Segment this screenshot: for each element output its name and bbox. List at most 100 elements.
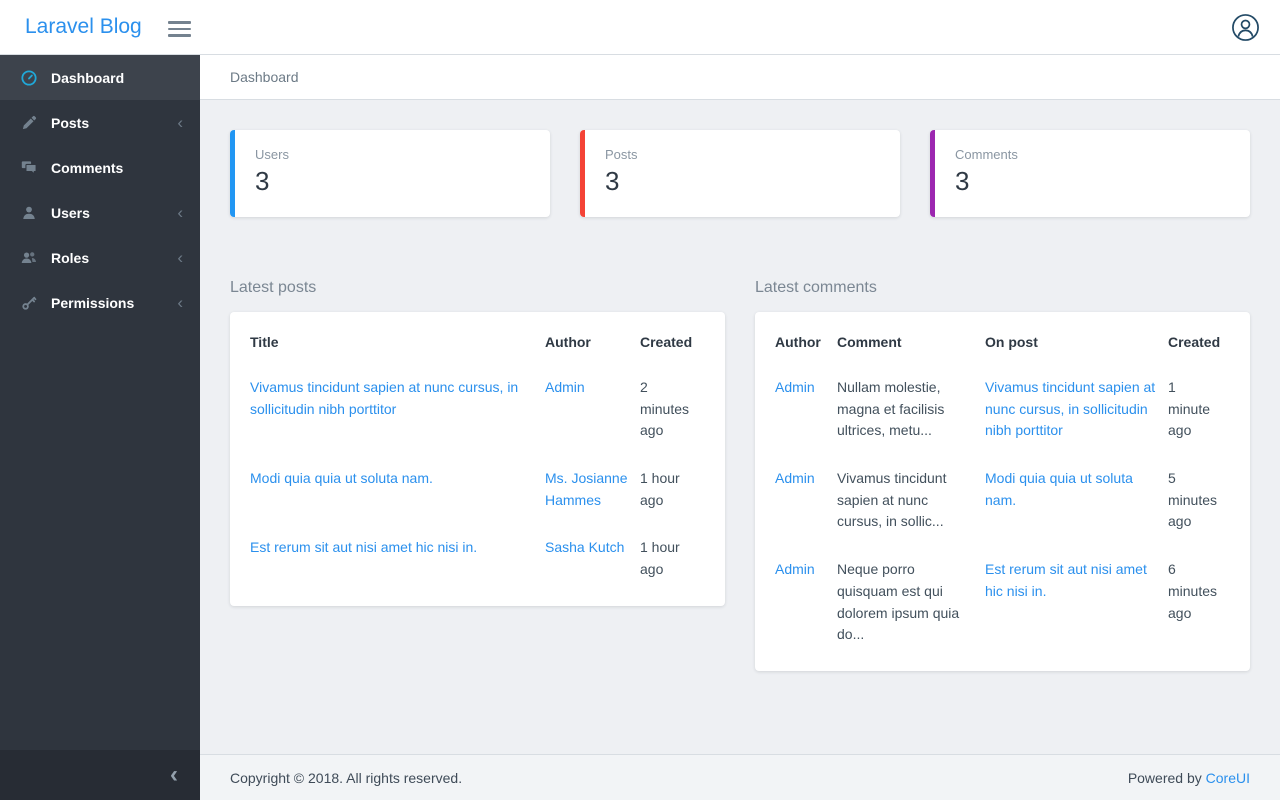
speedometer-icon (21, 69, 37, 86)
post-created: 2 minutes ago (640, 379, 690, 439)
column-header-created: Created (640, 334, 693, 350)
user-circle-icon (1232, 13, 1259, 41)
sidebar-item-comments[interactable]: Comments (0, 145, 200, 190)
stat-label: Comments (955, 147, 1018, 162)
latest-posts-table: Title Author Created Vivamus tincidunt s… (250, 318, 705, 594)
sidebar: Dashboard Posts ‹ Comments (0, 55, 200, 800)
content: Users 3 Posts 3 Comments 3 (200, 100, 1280, 754)
accent-bar (580, 130, 585, 217)
table-row: Vivamus tincidunt sapien at nunc cursus,… (250, 364, 705, 455)
hamburger-icon (168, 34, 191, 37)
column-header-on-post: On post (985, 334, 1038, 350)
brand-link[interactable]: Laravel Blog (25, 15, 142, 38)
stat-value: 3 (955, 166, 970, 196)
sidebar-item-label: Roles (51, 249, 90, 266)
chevron-left-icon: ‹ (177, 112, 183, 132)
breadcrumb: Dashboard (200, 55, 1280, 100)
footer: Copyright © 2018. All rights reserved. P… (200, 754, 1280, 800)
breadcrumb-current: Dashboard (230, 69, 299, 85)
stat-value: 3 (255, 166, 270, 196)
column-header-author: Author (545, 334, 591, 350)
latest-comments-table: Author Comment On post Created Admin (775, 318, 1230, 659)
table-row: Admin Nullam molestie, magna et facilisi… (775, 364, 1230, 455)
powered-by-text: Powered by (1127, 769, 1202, 786)
chevron-left-icon: ‹ (177, 292, 183, 312)
sidebar-toggle-button[interactable] (168, 21, 191, 37)
sidebar-item-label: Permissions (51, 294, 135, 311)
sidebar-item-dashboard[interactable]: Dashboard (0, 55, 200, 100)
stat-card-users: Users 3 (230, 130, 550, 217)
comment-text: Neque porro quisquam est qui dolorem ips… (837, 561, 960, 643)
comment-author-link[interactable]: Admin (775, 379, 815, 395)
comment-on-post-link[interactable]: Modi quia quia ut soluta nam. (985, 470, 1133, 508)
panel-title: Latest comments (755, 279, 877, 296)
comment-created: 1 minute ago (1168, 379, 1211, 439)
table-row: Modi quia quia ut soluta nam. Ms. Josian… (250, 455, 705, 524)
hamburger-icon (168, 27, 191, 30)
comment-on-post-link[interactable]: Vivamus tincidunt sapien at nunc cursus,… (985, 379, 1156, 439)
table-header-row: Title Author Created (250, 318, 705, 364)
stat-label: Posts (605, 147, 638, 162)
comment-text: Nullam molestie, magna et facilisis ultr… (837, 379, 945, 439)
post-author-link[interactable]: Admin (545, 379, 585, 395)
comment-author-link[interactable]: Admin (775, 470, 815, 487)
copyright-text: Copyright © 2018. All rights reserved. (230, 769, 463, 786)
top-header: Laravel Blog (0, 0, 1280, 55)
chevron-left-icon: ‹ (170, 761, 178, 788)
table-row: Est rerum sit aut nisi amet hic nisi in.… (250, 524, 705, 593)
stat-card-comments: Comments 3 (930, 130, 1250, 217)
column-header-created: Created (1168, 334, 1221, 350)
column-header-title: Title (250, 334, 279, 350)
panel-title: Latest posts (230, 279, 317, 296)
comment-text: Vivamus tincidunt sapien at nunc cursus,… (837, 470, 947, 530)
sidebar-item-roles[interactable]: Roles ‹ (0, 235, 200, 280)
latest-comments-card: Author Comment On post Created Admin (755, 312, 1250, 671)
stat-card-posts: Posts 3 (580, 130, 900, 217)
stat-value: 3 (605, 166, 620, 196)
powered-by: Powered by CoreUI (1128, 770, 1250, 786)
post-title-link[interactable]: Est rerum sit aut nisi amet hic nisi in. (250, 539, 478, 556)
stat-label: Users (255, 147, 289, 162)
stats-row: Users 3 Posts 3 Comments 3 (230, 130, 1250, 217)
post-author-link[interactable]: Ms. Josianne Hammes (545, 470, 628, 508)
sidebar-item-users[interactable]: Users ‹ (0, 190, 200, 235)
account-menu-button[interactable] (1231, 13, 1260, 42)
sidebar-item-label: Users (51, 204, 90, 221)
post-author-link[interactable]: Sasha Kutch (545, 539, 625, 556)
comment-created: 5 minutes ago (1168, 470, 1218, 530)
comment-on-post-link[interactable]: Est rerum sit aut nisi amet hic nisi in. (985, 561, 1147, 599)
latest-posts-card: Title Author Created Vivamus tincidunt s… (230, 312, 725, 606)
accent-bar (230, 130, 235, 217)
sidebar-nav: Dashboard Posts ‹ Comments (0, 55, 200, 750)
post-title-link[interactable]: Modi quia quia ut soluta nam. (250, 470, 433, 487)
column-header-author: Author (775, 334, 821, 350)
latest-comments-panel: Latest comments Author Comment On post (755, 279, 1250, 671)
sidebar-item-label: Comments (51, 159, 124, 176)
post-created: 1 hour ago (640, 539, 680, 578)
panels-row: Latest posts Title Author Created (230, 279, 1250, 671)
sidebar-minimizer-button[interactable]: ‹ (0, 750, 200, 800)
people-icon (21, 251, 37, 263)
main-area: Dashboard Users 3 Posts 3 (200, 55, 1280, 800)
hamburger-icon (168, 21, 191, 24)
comment-created: 6 minutes ago (1168, 561, 1218, 621)
post-title-link[interactable]: Vivamus tincidunt sapien at nunc cursus,… (250, 379, 519, 417)
sidebar-item-posts[interactable]: Posts ‹ (0, 100, 200, 145)
comment-author-link[interactable]: Admin (775, 561, 815, 578)
latest-posts-panel: Latest posts Title Author Created (230, 279, 725, 671)
key-icon (22, 296, 37, 310)
table-row: Admin Vivamus tincidunt sapien at nunc c… (775, 455, 1230, 546)
accent-bar (930, 130, 935, 217)
sidebar-item-label: Posts (51, 114, 90, 131)
sidebar-item-label: Dashboard (51, 69, 125, 86)
chevron-left-icon: ‹ (177, 202, 183, 222)
column-header-comment: Comment (837, 334, 902, 350)
chevron-left-icon: ‹ (177, 247, 183, 267)
pencil-icon (22, 115, 37, 129)
coreui-link[interactable]: CoreUI (1205, 769, 1250, 786)
post-created: 1 hour ago (640, 470, 680, 508)
table-row: Admin Neque porro quisquam est qui dolor… (775, 546, 1230, 659)
sidebar-item-permissions[interactable]: Permissions ‹ (0, 280, 200, 325)
comments-icon (21, 160, 37, 175)
